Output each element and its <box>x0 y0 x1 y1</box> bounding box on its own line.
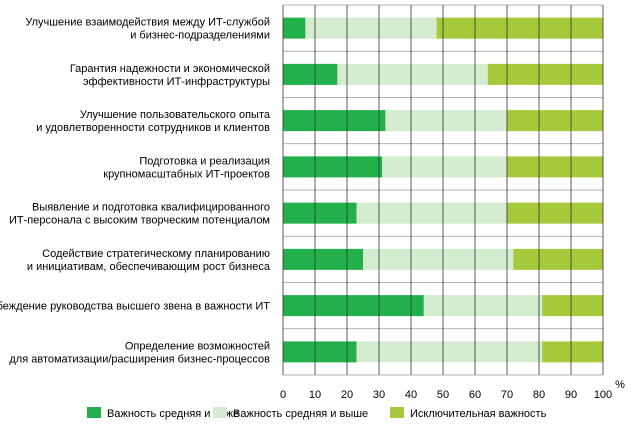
bar-segment-1 <box>283 295 424 317</box>
bar-segment-3 <box>513 248 603 270</box>
x-tick-label: 30 <box>373 389 385 401</box>
legend-swatch <box>213 407 227 418</box>
bar-segment-1 <box>283 248 363 270</box>
bar-segment-3 <box>487 63 603 85</box>
bar-segment-3 <box>507 156 603 178</box>
bar-segment-1 <box>283 110 386 132</box>
category-label: Содействие стратегическому планированию и… <box>27 248 271 273</box>
bar-segment-1 <box>283 202 357 224</box>
category-label: Улучшение пользовательского опыта и удовл… <box>36 109 271 134</box>
x-axis: 0 10 20 30 40 50 60 70 80 90 100 <box>280 389 612 401</box>
bar-segment-1 <box>283 156 383 178</box>
legend-swatch <box>87 407 101 418</box>
bar-segment-1 <box>283 17 306 39</box>
bar-segment-2 <box>363 248 514 270</box>
bar-segment-3 <box>507 110 603 132</box>
legend-label: Исключительная важность <box>410 408 547 420</box>
bar-segment-2 <box>356 341 543 363</box>
category-label: Подготовка и реализация крупномасштабных … <box>103 155 270 180</box>
category-label: Убеждение руководства высшего звена в ва… <box>0 301 270 313</box>
bar-segment-3 <box>542 341 603 363</box>
bar-segment-3 <box>542 295 603 317</box>
x-tick-label: 40 <box>405 389 417 401</box>
x-tick-label: 50 <box>437 389 449 401</box>
legend-label: Важность средняя и ниже <box>107 408 239 420</box>
bar-segment-2 <box>356 202 507 224</box>
x-tick-label: 70 <box>501 389 513 401</box>
x-tick-label: 90 <box>565 389 577 401</box>
category-label: Определение возможностей для автоматизаци… <box>9 340 270 365</box>
x-tick-label: 100 <box>594 389 612 401</box>
bar-segment-3 <box>436 17 603 39</box>
x-tick-label: 20 <box>341 389 353 401</box>
bar-segment-2 <box>337 63 488 85</box>
bar-segment-2 <box>385 110 507 132</box>
bar-segment-2 <box>423 295 543 317</box>
legend-swatch <box>390 407 404 418</box>
category-label: Улучшение взаимодействия между ИТ-службо… <box>25 17 270 42</box>
vertical-gridlines <box>282 5 604 375</box>
x-tick-label: 60 <box>469 389 481 401</box>
bar-segment-2 <box>305 17 437 39</box>
category-labels: Улучшение взаимодействия между ИТ-службо… <box>0 17 271 366</box>
x-tick-label: 10 <box>309 389 321 401</box>
bar-segment-1 <box>283 341 357 363</box>
bar-segment-1 <box>283 63 338 85</box>
bar-segment-2 <box>382 156 507 178</box>
category-label: Гарантия надежности и экономической эффек… <box>70 63 270 88</box>
x-axis-unit: % <box>615 379 625 391</box>
x-tick-label: 80 <box>533 389 545 401</box>
bars <box>283 17 603 363</box>
x-tick-label: 0 <box>280 389 286 401</box>
bar-segment-3 <box>507 202 603 224</box>
legend-label: Важность средняя и выше <box>233 408 368 420</box>
category-label: Выявление и подготовка квалифицированног… <box>9 202 270 227</box>
